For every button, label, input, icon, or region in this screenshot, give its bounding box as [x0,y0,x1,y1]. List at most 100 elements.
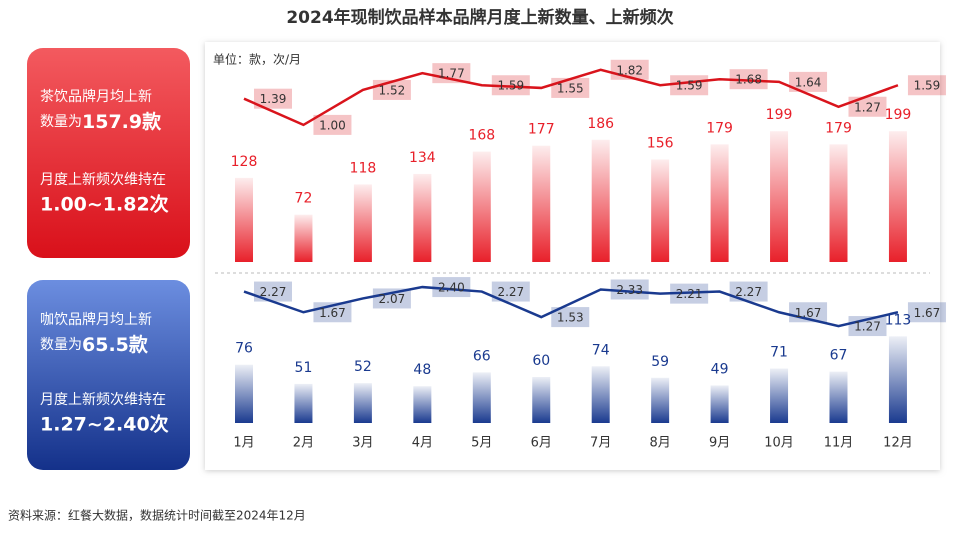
bar-value-label: 199 [766,107,793,123]
value-label-box [848,316,887,337]
value-label-box [789,302,828,323]
panel-text: 数量为 [40,337,82,353]
bar-value-label: 72 [295,191,313,207]
line-value-label: 2.27 [260,285,287,299]
value-label-box [610,279,649,300]
source-note: 资料来源：红餐大数据，数据统计时间截至2024年12月 [8,508,306,523]
panel-text: 月度上新频次维持在 [40,392,166,408]
bar [353,383,372,423]
coffee-panel-text: 咖饮品牌月均上新 数量为65.5款 月度上新频次维持在 1.27~2.40次 [40,311,169,436]
bar [413,173,432,262]
bar [651,159,670,262]
line-value-label: 1.59 [676,79,703,93]
value-label-box [670,75,709,96]
line-value-label: 1.64 [795,75,822,89]
line-value-label: 2.07 [379,292,406,306]
bar-value-label: 49 [711,361,729,377]
bar [532,377,551,423]
line-value-label: 1.67 [319,306,346,320]
bar-value-label: 168 [468,128,495,144]
line-value-label: 1.67 [914,306,941,320]
value-label-box [551,307,590,328]
bar-value-label: 48 [413,362,431,378]
value-label-box [907,75,946,96]
tea-panel-text: 茶饮品牌月均上新 数量为157.9款 月度上新频次维持在 1.00~1.82次 [40,88,169,216]
bar [294,214,313,262]
x-tick-label: 11月 [824,436,854,451]
line [243,68,899,127]
tea-panel [27,48,190,258]
bar [472,151,491,262]
bar-value-label: 74 [592,342,610,358]
line-value-label: 1.52 [379,83,406,97]
bar-value-label: 199 [885,107,912,123]
line-value-label: 1.82 [616,63,643,77]
bar-value-label: 128 [231,154,258,170]
chart-frame [205,42,940,470]
bar-value-label: 52 [354,359,372,375]
x-tick-label: 1月 [233,436,254,451]
value-label-box [789,71,828,92]
value-label-box [551,77,590,98]
bar-value-label: 60 [532,353,550,369]
panel-highlight: 157.9款 [82,110,162,133]
bar [829,144,848,262]
value-label-box [372,79,411,100]
chart-title: 2024年现制饮品样本品牌月度上新数量、上新频次 [286,7,673,28]
panel-text: 月度上新频次维持在 [40,172,166,188]
value-label-box [313,114,352,135]
bar [829,371,848,423]
line [243,285,899,328]
line-value-label: 2.21 [676,287,703,301]
line-value-label: 2.33 [616,283,643,297]
bar-value-label: 59 [651,354,669,370]
bar [710,144,729,262]
panel-highlight: 1.27~2.40次 [40,413,169,436]
coffee-panel [27,280,190,470]
bar [353,184,372,262]
value-label-box [372,288,411,309]
x-tick-label: 3月 [352,436,373,451]
bar [710,385,729,423]
value-label-box [848,96,887,117]
panel-text: 数量为 [40,114,82,130]
x-tick-label: 6月 [531,436,552,451]
bar-value-label: 51 [295,360,313,376]
bar [770,368,789,423]
line-value-label: 1.53 [557,311,584,325]
x-tick-label: 9月 [709,436,730,451]
value-label-box [491,281,530,302]
x-tick-label: 10月 [764,436,794,451]
value-label-box [670,283,709,304]
line-value-label: 1.67 [795,306,822,320]
line-value-label: 1.68 [735,73,762,87]
value-label-box [729,281,768,302]
x-tick-label: 5月 [471,436,492,451]
line-value-label: 1.27 [854,320,881,334]
bar-value-label: 76 [235,341,253,357]
panel-highlight: 1.00~1.82次 [40,193,169,216]
bar-value-label: 179 [706,120,733,136]
line-value-label: 1.27 [854,100,881,114]
value-label-box [610,59,649,80]
bar [888,336,907,423]
bar [294,383,313,423]
bar-value-label: 134 [409,150,436,166]
bar-value-label: 113 [885,312,912,328]
bar-value-label: 118 [350,160,377,176]
value-label-box [432,277,471,298]
value-label-box [491,75,530,96]
panel-text: 茶饮品牌月均上新 [40,88,152,105]
line-value-label: 1.00 [319,118,346,132]
bar [472,372,491,423]
unit-label: 单位：款，次/月 [213,52,301,67]
bar [888,131,907,262]
bar [770,131,789,262]
bar [235,177,253,262]
x-tick-label: 2月 [293,436,314,451]
bar-value-label: 67 [830,348,848,364]
value-label-box [432,63,471,84]
panel-text: 数量为157.9款 [40,110,162,133]
value-label-box [254,281,292,302]
